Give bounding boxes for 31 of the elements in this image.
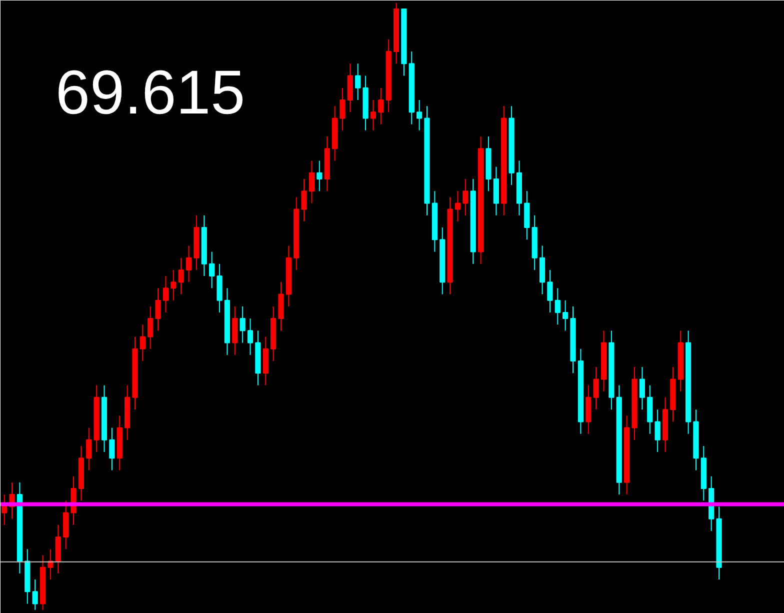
candlestick [162, 276, 169, 313]
candlestick [462, 178, 468, 216]
candlestick [155, 288, 161, 332]
candlestick [86, 427, 92, 471]
candlestick [140, 324, 146, 362]
candlestick [554, 288, 560, 326]
candlestick [378, 87, 384, 125]
candlestick [308, 160, 315, 204]
candlestick [240, 306, 246, 344]
candlestick [109, 427, 115, 471]
candlestick [178, 257, 184, 295]
candlestick [301, 178, 307, 222]
candlestick [454, 190, 461, 222]
candlestick [32, 579, 38, 610]
candlestick [170, 269, 176, 301]
candlestick [247, 318, 254, 356]
candlestick [186, 245, 192, 283]
candlestick [316, 160, 322, 192]
candlestick [593, 366, 599, 410]
candlestick [370, 100, 376, 131]
candlestick [2, 494, 8, 526]
candlestick [416, 100, 422, 131]
text: 69.615 [56, 58, 246, 128]
candlestick [654, 409, 660, 453]
candlestick [148, 306, 154, 350]
candlestick [340, 87, 346, 131]
candlestick [355, 63, 361, 101]
candlestick [547, 269, 553, 313]
candlestick [639, 366, 645, 410]
candlestick [209, 251, 215, 289]
candlestick [562, 300, 568, 332]
